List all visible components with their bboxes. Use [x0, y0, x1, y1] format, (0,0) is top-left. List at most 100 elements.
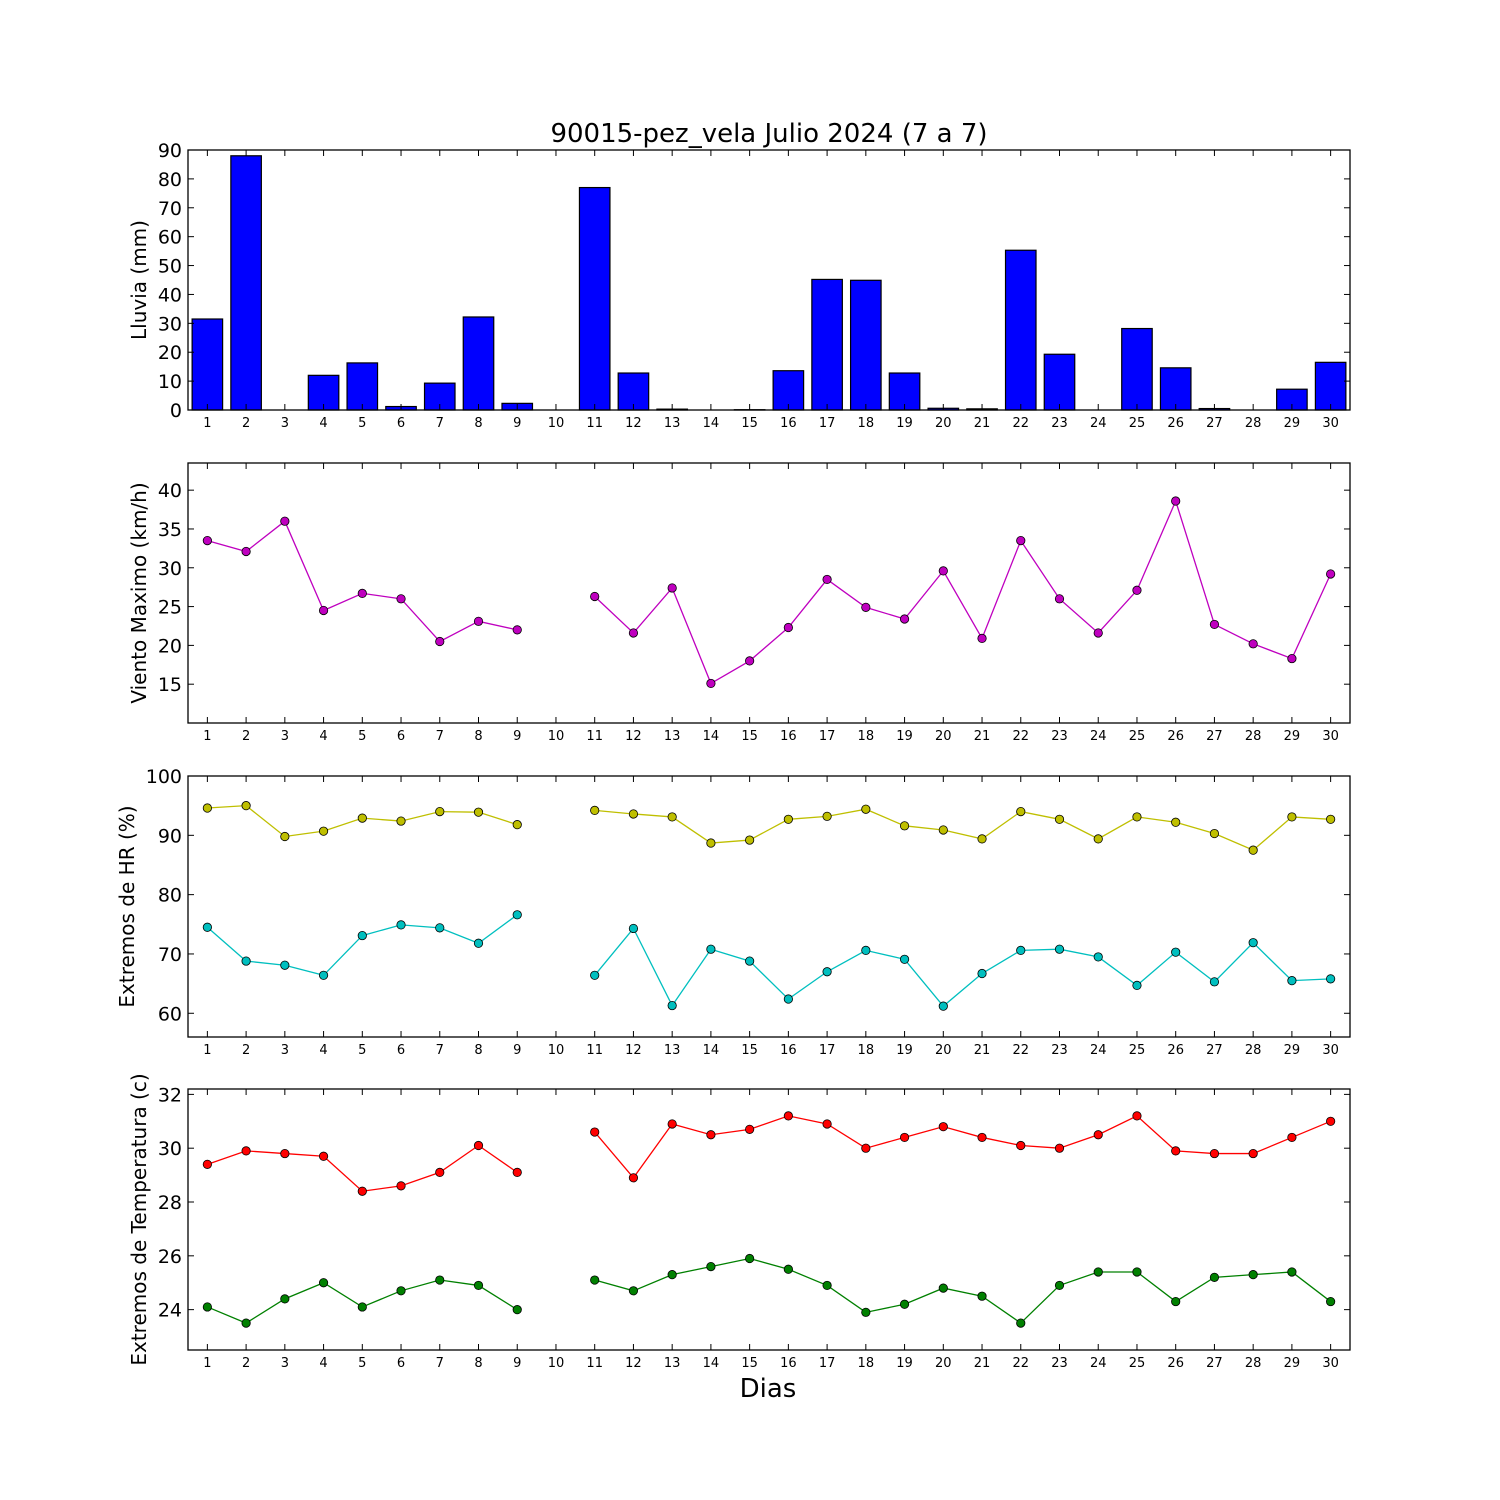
- humedad-point-1: [938, 1001, 948, 1011]
- x-tick-label: 9: [513, 1356, 521, 1371]
- temperatura-point-1: [396, 1286, 406, 1296]
- temperatura-point-0: [745, 1124, 755, 1134]
- x-tick-label: 17: [819, 416, 836, 431]
- temperatura-point-0: [318, 1151, 329, 1161]
- humedad-point-1: [1054, 944, 1065, 954]
- x-tick-label: 4: [319, 1356, 327, 1371]
- x-tick-label: 9: [513, 416, 521, 431]
- x-tick-label: 14: [703, 1356, 720, 1371]
- y-tick-label: 100: [146, 766, 182, 788]
- humedad-point-0: [1132, 812, 1142, 822]
- humedad-point-1: [435, 923, 445, 933]
- viento-point-0: [1209, 619, 1220, 630]
- x-tick-label: 16: [780, 1356, 797, 1371]
- x-tick-label: 29: [1284, 1043, 1301, 1058]
- viento-point-0: [1132, 585, 1142, 595]
- temperatura-point-1: [512, 1305, 522, 1315]
- x-tick-label: 16: [780, 416, 797, 431]
- x-tick-label: 28: [1245, 1356, 1262, 1371]
- lluvia-bar: [1121, 327, 1153, 411]
- temperatura-point-1: [706, 1261, 716, 1272]
- temperatura-point-1: [1132, 1267, 1142, 1277]
- x-tick-label: 25: [1129, 416, 1146, 431]
- humedad-point-0: [861, 804, 871, 814]
- x-tick-label: 1: [203, 416, 211, 431]
- viento-point-0: [1171, 496, 1181, 506]
- x-tick-label: 6: [397, 1356, 405, 1371]
- lluvia-bar: [811, 278, 843, 411]
- y-tick-label: 25: [158, 597, 182, 619]
- x-tick-label: 21: [974, 729, 991, 744]
- humedad-point-1: [1132, 980, 1142, 990]
- humedad-line-1: [206, 914, 518, 977]
- temperatura-point-0: [899, 1132, 910, 1143]
- x-tick-label: 22: [1012, 416, 1029, 431]
- humedad-point-1: [667, 1000, 677, 1011]
- lluvia-bar: [191, 318, 224, 411]
- x-tick-label: 11: [586, 1043, 603, 1058]
- humedad-point-1: [783, 994, 793, 1004]
- temperatura-point-1: [1054, 1280, 1065, 1291]
- humedad-point-0: [783, 814, 793, 824]
- temperatura-point-1: [783, 1264, 793, 1274]
- viento-point-0: [1326, 569, 1336, 579]
- viento-point-0: [899, 614, 910, 624]
- viento-point-0: [1287, 653, 1297, 664]
- temperatura-y-axis-label: Extremos de Temperatura (c): [127, 1073, 151, 1365]
- viento-point-0: [822, 574, 832, 585]
- x-tick-label: 13: [664, 729, 681, 744]
- x-tick-label: 10: [548, 416, 565, 431]
- lluvia-bar: [772, 370, 805, 411]
- x-tick-label: 5: [358, 1043, 366, 1058]
- x-tick-label: 10: [548, 1356, 565, 1371]
- x-tick-label: 12: [625, 729, 642, 744]
- humedad-point-0: [318, 826, 329, 836]
- x-tick-label: 15: [741, 416, 758, 431]
- y-tick-label: 30: [158, 1138, 182, 1160]
- y-tick-label: 15: [158, 674, 182, 696]
- temperatura-frame: [187, 1088, 1351, 1351]
- x-tick-label: 30: [1322, 1043, 1339, 1058]
- humedad-point-0: [590, 805, 600, 816]
- humedad-point-1: [396, 920, 406, 930]
- y-tick-label: 32: [158, 1084, 182, 1106]
- x-tick-label: 21: [974, 416, 991, 431]
- x-tick-label: 7: [436, 1043, 444, 1058]
- x-tick-label: 17: [819, 729, 836, 744]
- humedad-point-1: [473, 938, 484, 948]
- temperatura-point-0: [241, 1146, 251, 1156]
- humedad-point-0: [473, 807, 484, 817]
- x-tick-label: 16: [780, 729, 797, 744]
- humedad-point-0: [1248, 845, 1258, 855]
- x-tick-label: 23: [1051, 1043, 1068, 1058]
- x-tick-label: 1: [203, 1356, 211, 1371]
- humedad-point-0: [1326, 814, 1336, 824]
- x-tick-label: 8: [474, 416, 482, 431]
- humedad-point-0: [822, 811, 832, 821]
- humedad-point-0: [1054, 814, 1065, 824]
- temperatura-point-1: [435, 1275, 445, 1285]
- temperatura-point-0: [822, 1119, 832, 1129]
- x-tick-label: 19: [896, 729, 913, 744]
- viento-point-0: [861, 602, 871, 612]
- temperatura-point-0: [1171, 1146, 1181, 1156]
- humedad-point-0: [435, 806, 445, 817]
- humedad-frame: [187, 775, 1351, 1038]
- viento-y-axis-label: Viento Maximo (km/h): [127, 482, 151, 703]
- temperatura-point-0: [1326, 1116, 1336, 1126]
- y-tick-label: 26: [158, 1246, 182, 1268]
- x-tick-label: 29: [1284, 1356, 1301, 1371]
- x-axis-label: Dias: [740, 1374, 797, 1404]
- x-tick-label: 16: [780, 1043, 797, 1058]
- x-tick-label: 8: [474, 1356, 482, 1371]
- x-tick-label: 24: [1090, 1043, 1107, 1058]
- humedad-point-1: [280, 960, 290, 970]
- lluvia-bar: [1314, 361, 1347, 411]
- viento-point-0: [512, 625, 522, 635]
- x-tick-label: 3: [281, 729, 289, 744]
- x-tick-label: 3: [281, 1043, 289, 1058]
- temperatura-point-1: [1171, 1296, 1181, 1307]
- x-tick-label: 27: [1206, 729, 1223, 744]
- temperatura-point-1: [1209, 1272, 1220, 1282]
